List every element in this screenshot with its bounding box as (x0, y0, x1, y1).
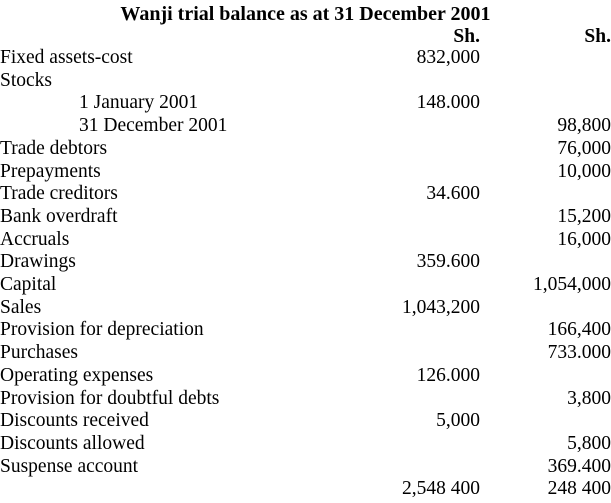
credit-total-amount: 248 400 (547, 478, 611, 500)
debit-amount: 5,000 (436, 410, 480, 432)
account-label: Discounts received (0, 410, 149, 432)
debit-amount (355, 70, 480, 93)
credit-amount: 733.000 (547, 342, 611, 364)
table-row: Accruals 16,000 (0, 229, 611, 252)
account-label: Purchases (0, 342, 78, 364)
credit-amount (480, 47, 611, 70)
credit-amount (480, 92, 611, 115)
credit-amount: 166,400 (547, 319, 611, 341)
table-row: Operating expenses 126.000 (0, 365, 611, 388)
table-row: Capital 1,054,000 (0, 274, 611, 297)
credit-amount: 16,000 (557, 228, 611, 250)
table-row: Bank overdraft 15,200 (0, 206, 611, 229)
debit-amount (355, 161, 480, 184)
account-label: Drawings (0, 251, 76, 273)
account-label: Trade creditors (0, 183, 118, 205)
header-row: Sh. Sh. (0, 26, 611, 47)
debit-amount: 126.000 (416, 364, 480, 386)
debit-amount (355, 229, 480, 252)
document-title: Wanji trial balance as at 31 December 20… (120, 3, 491, 25)
debit-amount (355, 456, 480, 479)
credit-amount: 369.400 (547, 455, 611, 477)
debit-amount: 148.000 (416, 92, 480, 114)
account-label: Prepayments (0, 160, 101, 182)
debit-amount: 1,043,200 (402, 296, 480, 318)
table-row: Trade debtors 76,000 (0, 138, 611, 161)
account-column-header-empty (0, 26, 355, 47)
account-label: Capital (0, 274, 57, 296)
credit-amount (480, 365, 611, 388)
table-row: Provision for depreciation 166,400 (0, 319, 611, 342)
credit-amount: 3,800 (567, 387, 611, 409)
debit-amount (355, 138, 480, 161)
account-label: Sales (0, 296, 42, 318)
table-row: Sales 1,043,200 (0, 297, 611, 320)
trial-balance-table: Sh. Sh. Fixed assets-cost 832,000 Stocks 1 … (0, 26, 611, 501)
account-label (0, 478, 355, 501)
account-label: 31 December 2001 (79, 115, 228, 137)
account-label: Provision for doubtful debts (0, 387, 220, 409)
debit-amount (355, 388, 480, 411)
debit-amount: 359.600 (416, 251, 480, 273)
credit-amount (480, 297, 611, 320)
debit-column-header: Sh. (453, 26, 480, 47)
credit-column-header: Sh. (584, 26, 611, 47)
credit-amount (480, 410, 611, 433)
table-row: Suspense account 369.400 (0, 456, 611, 479)
credit-amount: 76,000 (557, 137, 611, 159)
account-label: Bank overdraft (0, 205, 118, 227)
table-row: Fixed assets-cost 832,000 (0, 47, 611, 70)
table-header: Sh. Sh. (0, 26, 611, 47)
table-row: Prepayments 10,000 (0, 161, 611, 184)
debit-amount (355, 274, 480, 297)
table-row: Trade creditors 34.600 (0, 183, 611, 206)
debit-amount (355, 319, 480, 342)
table-row: Stocks (0, 70, 611, 93)
account-label: Accruals (0, 228, 70, 250)
table-body: Fixed assets-cost 832,000 Stocks 1 January … (0, 47, 611, 501)
debit-amount (355, 433, 480, 456)
account-label: Trade debtors (0, 137, 108, 159)
debit-amount (355, 342, 480, 365)
credit-amount: 1,054,000 (533, 274, 611, 296)
table-row: Provision for doubtful debts 3,800 (0, 388, 611, 411)
account-label: Discounts allowed (0, 432, 145, 454)
table-row: Discounts allowed 5,800 (0, 433, 611, 456)
account-label: Provision for depreciation (0, 319, 204, 341)
debit-amount (355, 206, 480, 229)
credit-amount: 5,800 (567, 432, 611, 454)
table-row: 31 December 2001 98,800 (0, 115, 611, 138)
account-label: 1 January 2001 (79, 92, 199, 114)
table-row: 1 January 2001 148.000 (0, 92, 611, 115)
account-label: Fixed assets-cost (0, 47, 133, 68)
credit-amount (480, 183, 611, 206)
credit-amount: 98,800 (557, 115, 611, 137)
account-label: Suspense account (0, 455, 139, 477)
totals-row: 2,548 400 248 400 (0, 478, 611, 501)
table-row: Discounts received 5,000 (0, 410, 611, 433)
credit-amount (480, 251, 611, 274)
debit-amount: 832,000 (416, 47, 480, 68)
credit-amount: 15,200 (557, 205, 611, 227)
account-label: Stocks (0, 69, 53, 91)
account-label: Operating expenses (0, 364, 154, 386)
debit-amount (355, 115, 480, 138)
credit-amount (480, 70, 611, 93)
table-row: Purchases 733.000 (0, 342, 611, 365)
debit-total-amount: 2,548 400 (402, 478, 480, 500)
table-row: Drawings 359.600 (0, 251, 611, 274)
credit-amount: 10,000 (557, 160, 611, 182)
debit-amount: 34.600 (426, 183, 480, 205)
